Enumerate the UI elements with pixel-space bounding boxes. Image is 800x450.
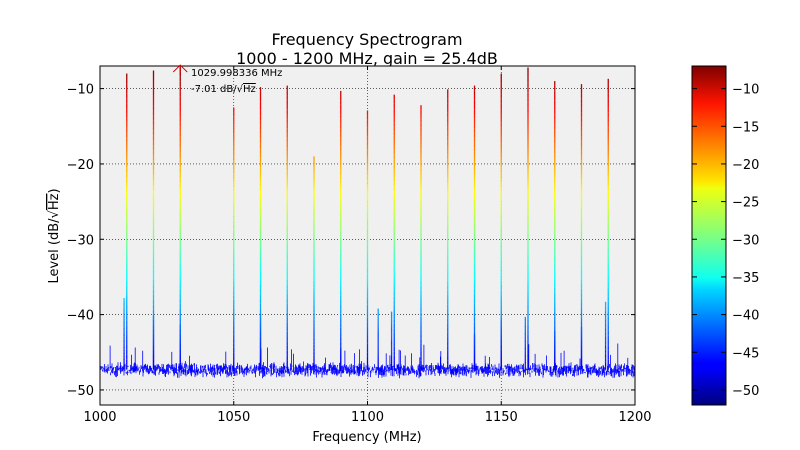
colorbar-tick-label: −50 [732,384,759,399]
marker-level-label: -7.01 dB/√Hz [191,84,256,95]
colorbar-tick-label: −20 [732,158,759,173]
y-axis-ticks: −10 −20 −30 −40 −50 [67,83,635,399]
colorbar-tick-label: −30 [732,233,759,248]
peak-layer [126,66,609,370]
x-tick-label: 1000 [83,410,116,425]
colorbar-ticks: −10 −15 −20 −25 −30 −35 −40 −45 −50 [692,83,759,399]
colorbar-tick-label: −10 [732,83,759,98]
colorbar-tick-label: −15 [732,120,759,135]
y-tick-label: −50 [67,384,94,399]
x-tick-label: 1100 [351,410,384,425]
colorbar [691,65,727,406]
peak-marker: 1029.998336 MHz -7.01 dB/√Hz [172,64,282,95]
x-tick-label: 1050 [217,410,250,425]
y-tick-label: −10 [67,83,94,98]
x-tick-label: 1200 [618,410,651,425]
noise-floor-layer [100,343,635,379]
colorbar-tick-label: −45 [732,346,759,361]
y-tick-label: −30 [67,233,94,248]
y-tick-label: −20 [67,158,94,173]
noise-blips [109,343,629,370]
x-axis-label: Frequency (MHz) [312,430,421,445]
noise-floor [100,362,635,379]
x-axis-ticks: 1000 1050 1100 1150 1200 [83,66,652,425]
colorbar-tick-label: −35 [732,271,759,286]
marker-frequency-label: 1029.998336 MHz [191,68,282,79]
colorbar-tick-label: −40 [732,309,759,324]
y-axis-label: Level (dB/√Hz) [47,188,62,283]
marker-caret-icon [172,64,188,76]
y-tick-label: −40 [67,309,94,324]
colorbar-tick-label: −25 [732,196,759,211]
chart-title: Frequency Spectrogram [271,30,462,49]
chart-subtitle: 1000 - 1200 MHz, gain = 25.4dB [236,49,498,68]
x-tick-label: 1150 [485,410,518,425]
